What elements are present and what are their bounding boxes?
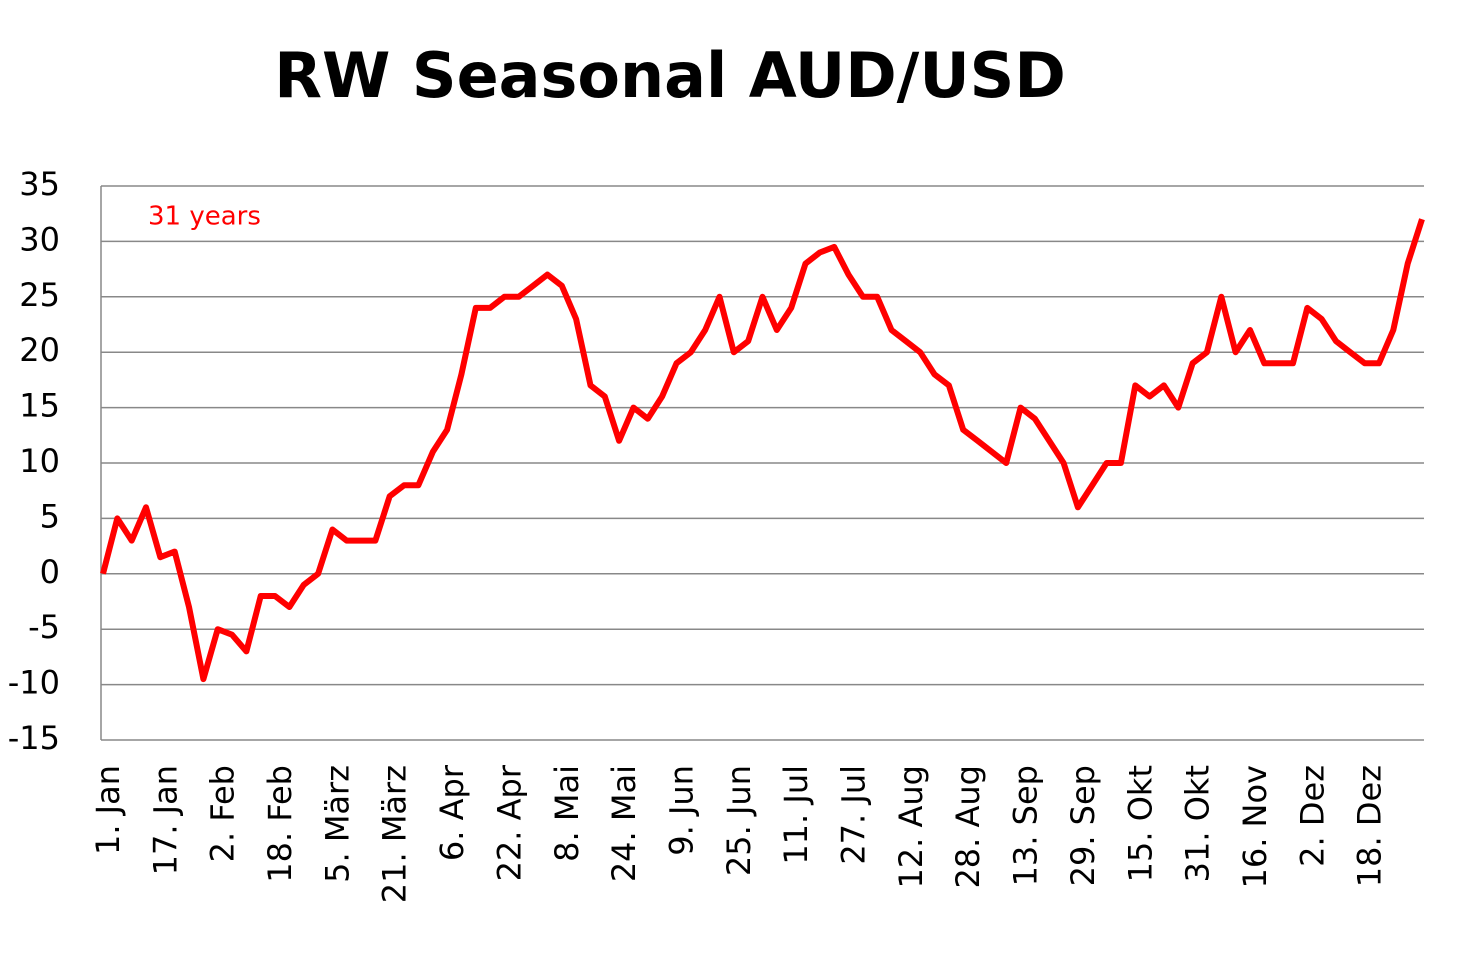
x-tick-label: 24. Mai: [605, 765, 643, 882]
y-tick-label: 10: [19, 442, 60, 480]
x-tick-label: 18. Dez: [1351, 765, 1389, 887]
x-tick-label: 22. Apr: [490, 764, 528, 881]
annotation: 31 years: [148, 202, 261, 232]
x-tick-label: 2. Feb: [204, 765, 242, 862]
x-tick-label: 28. Aug: [949, 765, 987, 889]
y-tick-label: 30: [19, 220, 60, 258]
x-tick-label: 12. Aug: [892, 765, 930, 889]
x-tick-label: 15. Okt: [1121, 765, 1159, 882]
y-tick-label: 20: [19, 331, 60, 369]
x-tick-label: 17. Jan: [146, 765, 184, 875]
y-tick-label: 15: [19, 387, 60, 425]
x-tick-label: 27. Jul: [835, 765, 873, 865]
x-tick-label: 21. März: [376, 765, 414, 903]
x-tick-label: 6. Apr: [433, 764, 471, 861]
y-tick-label: -5: [28, 608, 60, 646]
x-tick-label: 9. Jun: [662, 765, 700, 856]
x-tick-label: 11. Jul: [777, 765, 815, 865]
y-tick-label: 35: [19, 165, 60, 203]
chart-title: RW Seasonal AUD/USD: [274, 39, 1066, 112]
x-tick-label: 18. Feb: [261, 765, 299, 883]
x-tick-label: 8. Mai: [548, 765, 586, 862]
x-tick-label: 1. Jan: [89, 765, 127, 855]
x-tick-label: 2. Dez: [1293, 765, 1331, 867]
y-tick-label: 25: [19, 276, 60, 314]
x-tick-label: 29. Sep: [1064, 765, 1102, 886]
y-tick-label: -10: [8, 664, 60, 702]
x-tick-label: 31. Okt: [1179, 765, 1217, 882]
y-tick-label: 0: [40, 553, 60, 591]
y-tick-label: -15: [8, 719, 60, 757]
y-tick-label: 5: [40, 497, 60, 535]
x-tick-label: 16. Nov: [1236, 765, 1274, 889]
x-tick-label: 25. Jun: [720, 765, 758, 876]
x-tick-label: 13. Sep: [1007, 765, 1045, 886]
x-tick-label: 5. März: [318, 765, 356, 883]
data-line: [100, 218, 1425, 683]
